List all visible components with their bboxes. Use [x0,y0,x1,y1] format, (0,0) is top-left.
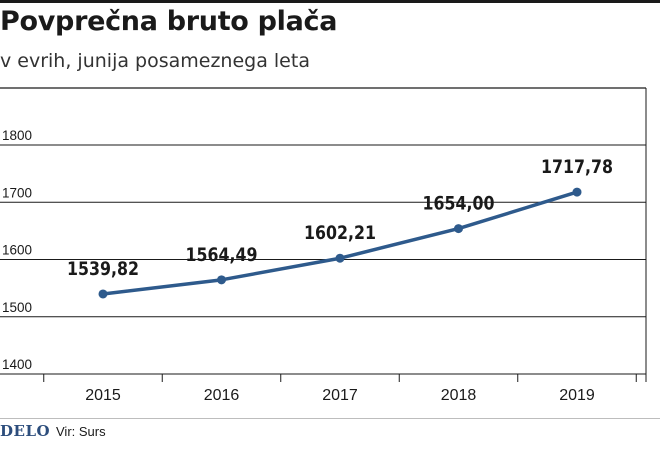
data-label-2017: 1602,21 [304,222,376,244]
data-label-2019: 1717,78 [541,156,613,178]
data-point-2017 [335,253,345,263]
y-axis-ticks: 1400 1500 1600 1700 1800 [2,127,32,372]
y-tick-label: 1700 [2,184,32,200]
x-tick-label: 2019 [559,387,595,404]
data-points [98,187,582,299]
source-note: Vir: Surs [56,424,106,439]
y-tick-label: 1500 [2,299,32,315]
x-axis-ticks: 2015 2016 2017 2018 2019 [85,387,595,404]
chart-subtitle: v evrih, junija posameznega leta [0,50,310,72]
x-tick-label: 2018 [441,387,477,404]
y-tick-label: 1800 [2,127,32,143]
x-tick-label: 2015 [85,387,121,404]
data-label-2018: 1654,00 [423,193,495,215]
data-label-2015: 1539,82 [67,258,139,280]
y-tick-label: 1600 [2,242,32,258]
delo-logo: DELO [0,422,51,440]
data-point-2019 [572,187,582,197]
data-labels: 1539,82 1564,49 1602,21 1654,00 1717,78 [67,156,613,280]
data-label-2016: 1564,49 [186,244,258,266]
footer-rule [0,418,660,419]
x-tick-label: 2017 [322,387,358,404]
data-point-2015 [98,289,108,299]
y-tick-label: 1400 [2,356,32,372]
top-rule [0,0,660,3]
data-point-2016 [217,275,226,285]
chart-title: Povprečna bruto plača [0,6,338,37]
x-tick-label: 2016 [204,387,240,404]
data-point-2018 [454,224,463,234]
